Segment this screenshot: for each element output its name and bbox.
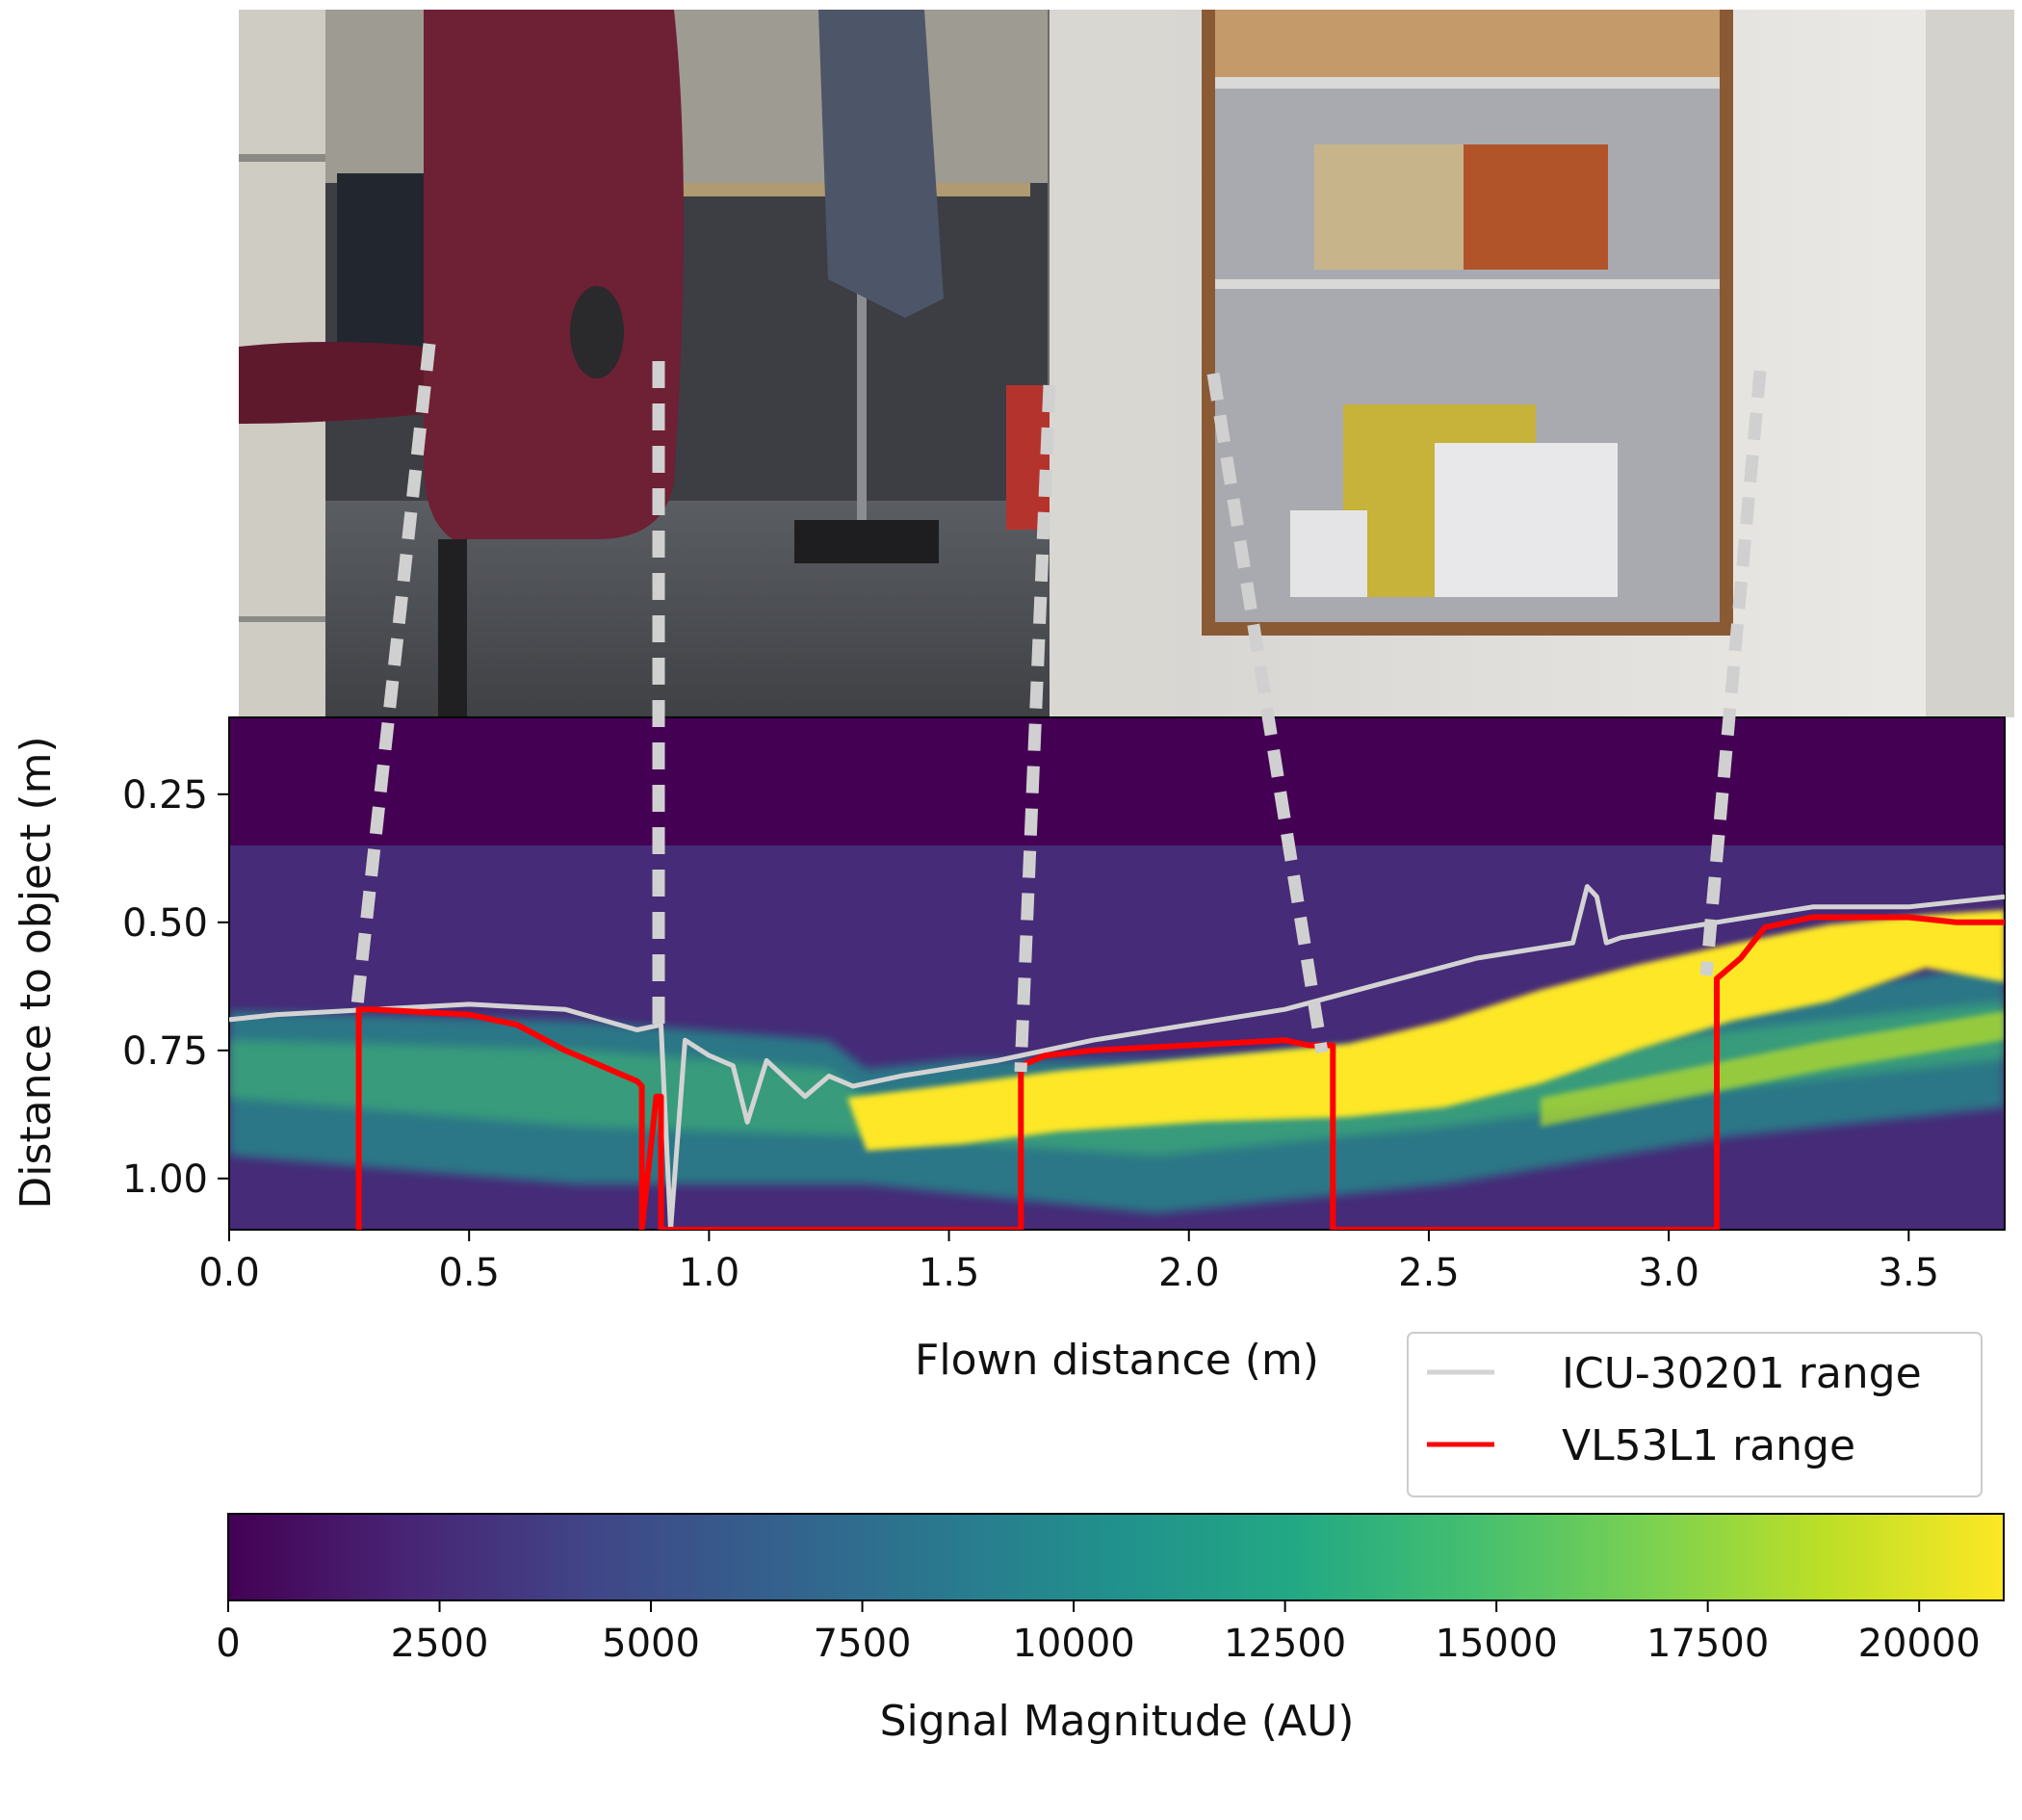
x-tick-label: 0.0	[198, 1251, 260, 1295]
legend-frame	[1407, 1332, 1983, 1497]
x-tick-label: 1.0	[679, 1251, 740, 1295]
heatmap-plot: 0.0 0.5 1.0 1.5 2.0 2.5 3.0 3.5 0.25 0.50 0.75 1.0…	[12, 716, 2006, 1385]
colorbar-tick-label: 2500	[391, 1622, 489, 1666]
plot-frame	[228, 716, 2006, 1231]
series-line-vl53l1	[355, 914, 2005, 1230]
colorbar-tick-label: 15000	[1436, 1622, 1558, 1666]
colorbar-tick-label: 20000	[1858, 1622, 1981, 1666]
colorbar-tick-label: 17500	[1646, 1622, 1769, 1666]
chair-icon	[239, 10, 684, 717]
heatmap-top-region	[229, 717, 2005, 845]
colorbar-gradient	[227, 1513, 2005, 1601]
x-axis-label: Flown distance (m)	[915, 1336, 1319, 1385]
connector-lines	[350, 343, 1767, 1073]
heatmap-yellow-band	[847, 910, 2005, 1151]
colorbar-tick-label: 10000	[1012, 1622, 1134, 1666]
y-ticks: 0.25 0.50 0.75 1.00	[122, 773, 229, 1202]
connector-line-5	[1699, 370, 1767, 976]
x-ticks: 0.0 0.5 1.0 1.5 2.0 2.5 3.0 3.5	[198, 1230, 1939, 1295]
legend-label-icu: ICU-30201 range	[1562, 1349, 1922, 1398]
legend-label-vl53: VL53L1 range	[1562, 1421, 1855, 1470]
x-tick-label: 2.0	[1158, 1251, 1220, 1295]
colorbar-tick-label: 5000	[602, 1622, 700, 1666]
y-tick-label: 1.00	[122, 1157, 208, 1202]
connector-line-3	[1014, 384, 1056, 1073]
colorbar-tick-label: 0	[216, 1622, 240, 1666]
colorbar-tick-label: 12500	[1224, 1622, 1346, 1666]
y-tick-label: 0.25	[122, 773, 208, 818]
x-tick-label: 0.5	[438, 1251, 500, 1295]
x-tick-label: 3.5	[1879, 1251, 1940, 1295]
colorbar: 0 2500 5000 7500 10000 12500 15000 17500 20000 S…	[216, 1513, 2005, 1746]
colorbar-tick-label: 7500	[814, 1622, 912, 1666]
cabinet-window-icon	[1202, 10, 1733, 636]
connector-line-4	[1206, 372, 1329, 1054]
series-layer	[229, 884, 2005, 1230]
photograph-of-office-scene-icon	[239, 10, 2014, 717]
legend: ICU-30201 range VL53L1 range	[1407, 1332, 1983, 1497]
colorbar-ticks: 0 2500 5000 7500 10000 12500 15000 17500 20000	[216, 1600, 1981, 1666]
y-tick-label: 0.50	[122, 901, 208, 946]
y-tick-label: 0.75	[122, 1029, 208, 1074]
series-line-icu-30201	[229, 884, 2005, 1230]
x-tick-label: 1.5	[919, 1251, 980, 1295]
heatmap-yellow-band-2	[1541, 1011, 2005, 1127]
connector-line-1	[350, 343, 436, 1015]
y-axis-label: Distance to object (m)	[12, 736, 61, 1209]
colorbar-label: Signal Magnitude (AU)	[880, 1697, 1355, 1746]
heatmap-green-band-2	[229, 1001, 2005, 1156]
x-tick-label: 2.5	[1398, 1251, 1460, 1295]
x-tick-label: 3.0	[1638, 1251, 1699, 1295]
